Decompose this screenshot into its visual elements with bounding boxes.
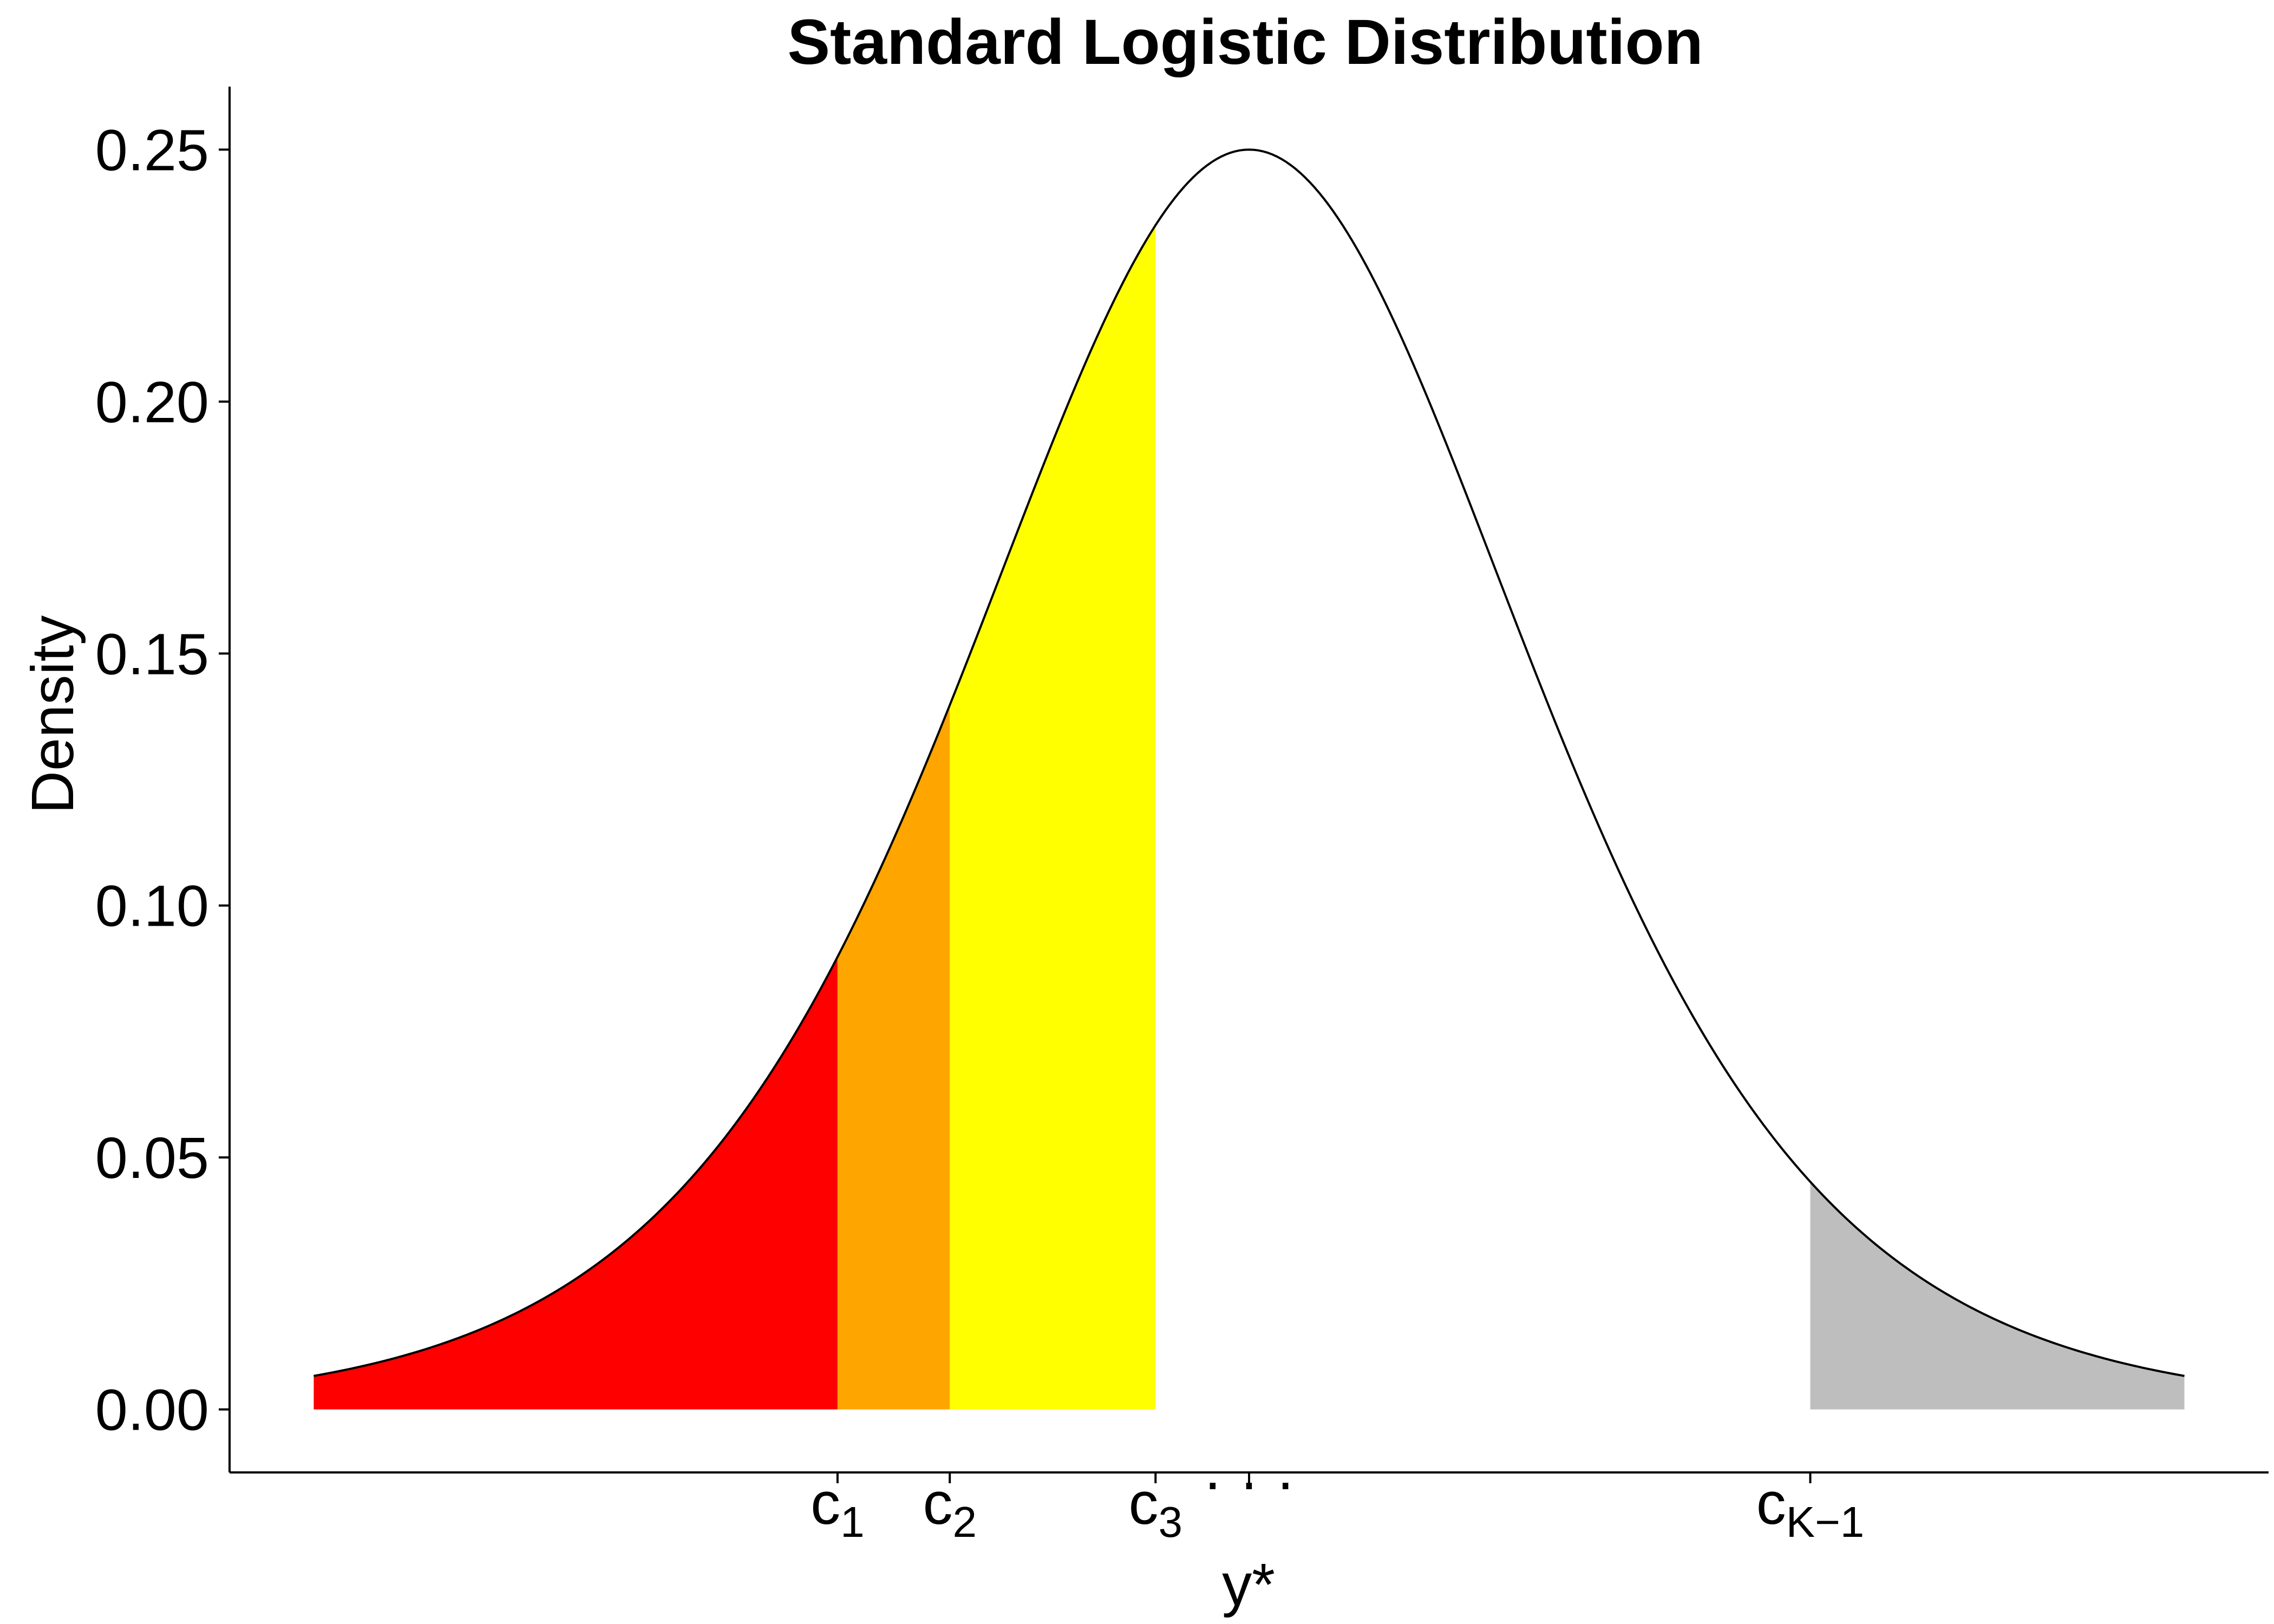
chart-title: Standard Logistic Distribution	[787, 6, 1703, 78]
shaded-region-2	[837, 705, 950, 1410]
y-tick-label: 0.10	[95, 873, 209, 939]
x-tick-label: · · ·	[1203, 1449, 1295, 1515]
x-tick-label: c3	[1128, 1470, 1182, 1546]
x-tick-label: c2	[923, 1470, 977, 1546]
x-tick-label: c1	[811, 1470, 865, 1546]
y-tick-label: 0.00	[95, 1377, 209, 1443]
y-tick-label: 0.20	[95, 369, 209, 435]
shaded-region-1	[313, 957, 838, 1410]
x-axis-ticks: c1 c2 c3 · · · cK−1	[811, 1449, 1864, 1546]
shaded-region-4	[1810, 1182, 2185, 1410]
density-curve	[313, 148, 2185, 1377]
x-axis-label: y*	[1222, 1551, 1275, 1618]
y-axis-ticks: 0.00 0.05 0.10 0.15 0.20 0.25	[95, 117, 230, 1443]
x-tick-label: cK−1	[1756, 1470, 1865, 1546]
y-tick-label: 0.25	[95, 117, 209, 182]
y-tick-label: 0.05	[95, 1125, 209, 1190]
shaded-regions	[313, 225, 2185, 1410]
shaded-region-3	[950, 225, 1156, 1410]
y-axis-label: Density	[19, 615, 86, 814]
y-tick-label: 0.15	[95, 621, 209, 686]
